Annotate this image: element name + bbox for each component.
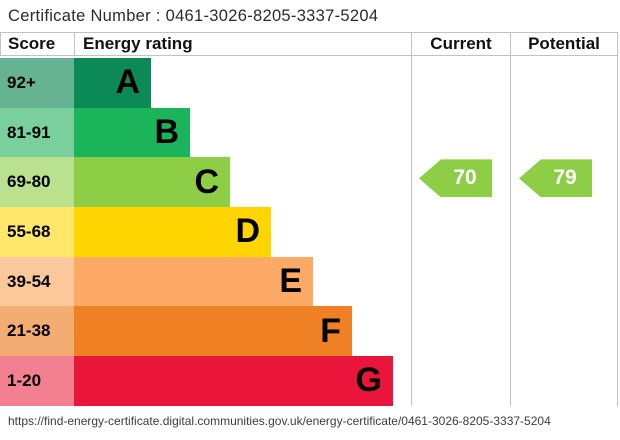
score-column-header: Score (1, 33, 75, 55)
rating-bar-b: B (74, 107, 190, 158)
rating-bar-c: C (74, 157, 230, 208)
score-range-label: 81-91 (0, 107, 74, 158)
potential-column-header: Potential (511, 32, 617, 56)
chart-header-row: Score Energy rating (0, 32, 411, 56)
rating-bands: 92+ A 81-91 B 69-80 C 55-68 D 39-54 E 21-38 F 1-20 G (0, 58, 411, 406)
certificate-number: Certificate Number : 0461-3026-8205-3337… (8, 7, 379, 25)
rating-band-row-c: 69-80 C (0, 157, 411, 208)
potential-rating-value: 79 (553, 166, 577, 190)
rating-bar-f: F (74, 306, 352, 357)
rating-band-row-a: 92+ A (0, 58, 411, 108)
rating-bar-g: G (74, 356, 393, 406)
score-range-label: 69-80 (0, 157, 74, 208)
rating-band-row-g: 1-20 G (0, 356, 411, 406)
score-range-label: 39-54 (0, 256, 74, 307)
score-range-label: 1-20 (0, 356, 74, 406)
rating-bar-e: E (74, 256, 313, 307)
rating-band-row-e: 39-54 E (0, 256, 411, 307)
rating-band-row-d: 55-68 D (0, 207, 411, 257)
score-range-label: 21-38 (0, 306, 74, 357)
rating-band-row-b: 81-91 B (0, 107, 411, 158)
current-rating-arrow: 70 (419, 159, 492, 198)
current-column-header: Current (412, 32, 510, 56)
energy-rating-chart: Score Energy rating 92+ A 81-91 B 69-80 C 55-6… (0, 32, 618, 406)
potential-rating-arrow: 79 (519, 159, 592, 198)
rating-band-row-f: 21-38 F (0, 306, 411, 357)
rating-bar-d: D (74, 207, 271, 257)
potential-column: Potential 79 (510, 32, 618, 406)
energy-rating-column-header: Energy rating (83, 34, 193, 53)
score-range-label: 55-68 (0, 207, 74, 257)
current-column: Current 70 (411, 32, 510, 406)
current-rating-value: 70 (453, 166, 477, 190)
certificate-url: https://find-energy-certificate.digital.… (8, 414, 551, 428)
rating-bar-a: A (74, 58, 151, 108)
score-range-label: 92+ (0, 58, 74, 108)
